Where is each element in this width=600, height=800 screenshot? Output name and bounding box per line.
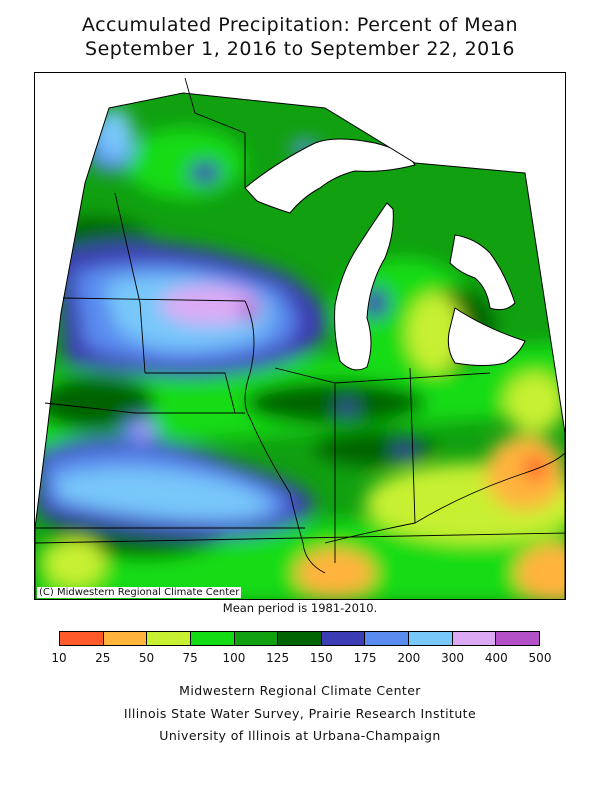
map-title: Accumulated Precipitation: Percent of Me…: [81, 14, 519, 36]
legend-tick-10: 10: [51, 651, 67, 665]
legend-swatch-75-100: [190, 632, 235, 645]
credit-uiuc: University of Illinois at Urbana-Champai…: [159, 728, 441, 743]
legend-tick-25: 25: [95, 651, 111, 665]
legend-swatch-150-175: [321, 632, 366, 645]
legend-swatch-100-125: [234, 632, 279, 645]
map-canvas: [35, 73, 565, 599]
outside-domain: [35, 73, 565, 528]
legend-swatch-175-200: [365, 632, 410, 645]
map-date-range: September 1, 2016 to September 22, 2016: [85, 38, 515, 60]
domain-outline: [35, 92, 565, 599]
legend-swatch-125-150: [278, 632, 322, 645]
legend-tick-300: 300: [441, 651, 464, 665]
legend-swatch-200-300: [409, 632, 453, 645]
mean-period-note: Mean period is 1981-2010.: [222, 601, 378, 615]
legend-swatch-10-25: [60, 632, 104, 645]
legend-tick-150: 150: [309, 651, 333, 665]
state-boundaries: [35, 77, 565, 574]
legend-tick-200: 200: [397, 651, 421, 665]
legend-tick-125: 125: [266, 651, 290, 665]
legend-tick-500: 500: [528, 651, 552, 665]
great-lakes: [244, 138, 526, 371]
color-legend: [59, 631, 540, 646]
legend-swatch-400-500: [496, 632, 540, 645]
legend-tick-100: 100: [222, 651, 246, 665]
legend-swatch-50-75: [147, 632, 191, 645]
credit-mrcc: Midwestern Regional Climate Center: [179, 683, 421, 698]
legend-swatch-300-400: [452, 632, 497, 645]
legend-tick-175: 175: [353, 651, 377, 665]
legend-tick-50: 50: [138, 651, 155, 665]
legend-tick-75: 75: [182, 651, 198, 665]
legend-tick-400: 400: [484, 651, 508, 665]
credit-isws: Illinois State Water Survey, Prairie Res…: [123, 706, 477, 721]
precipitation-map: (C) Midwestern Regional Climate Center: [34, 72, 566, 600]
legend-swatch-25-50: [103, 632, 148, 645]
copyright-label: (C) Midwestern Regional Climate Center: [37, 587, 242, 598]
